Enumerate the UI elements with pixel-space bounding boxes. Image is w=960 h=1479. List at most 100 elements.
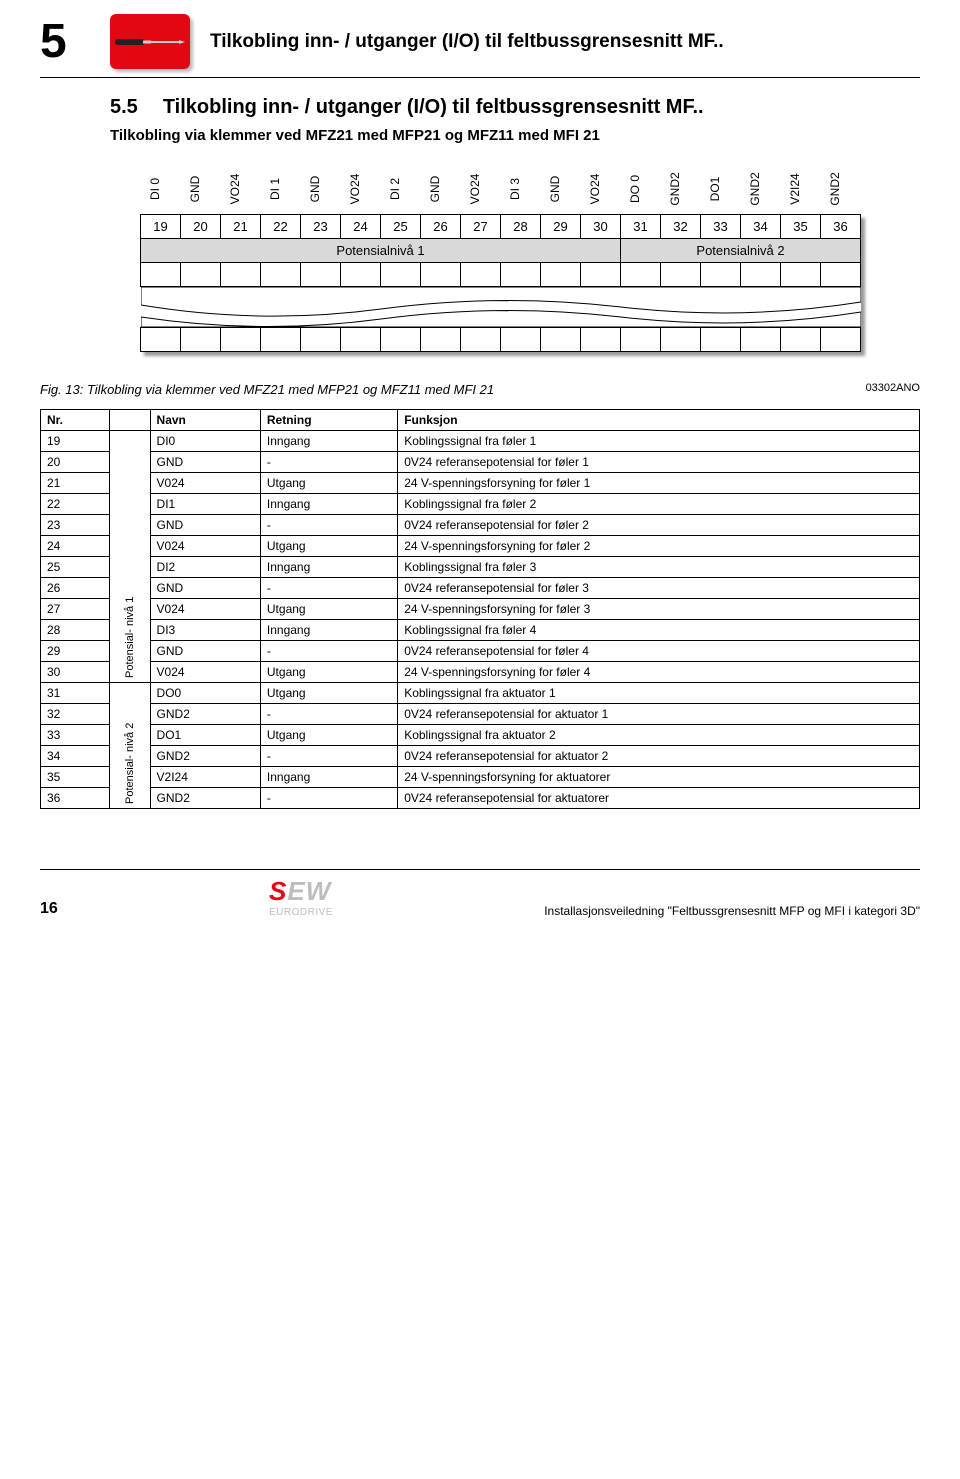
empty-cell [261,263,301,287]
cell-nr: 32 [41,704,110,725]
page-number: 16 [40,900,58,918]
empty-cell [541,328,581,352]
cell-function: 24 V-spenningsforsyning for føler 4 [398,662,920,683]
empty-cell [301,328,341,352]
pin-number: 35 [781,215,821,239]
pin-number: 19 [141,215,181,239]
cell-name: V024 [150,473,260,494]
cell-direction: Utgang [260,536,397,557]
cell-function: 24 V-spenningsforsyning for føler 3 [398,599,920,620]
pin-number: 20 [181,215,221,239]
pin-data-table: Nr.NavnRetningFunksjon 19Potensial- nivå… [40,409,920,809]
cell-function: Koblingssignal fra føler 4 [398,620,920,641]
table-row: 30V024Utgang24 V-spenningsforsyning for … [41,662,920,683]
footer-text: Installasjonsveiledning "Feltbussgrenses… [544,904,920,918]
cell-name: V2I24 [150,767,260,788]
empty-cell [221,328,261,352]
table-row: 23GND-0V24 referansepotensial for føler … [41,515,920,536]
pin-number: 34 [741,215,781,239]
pin-number: 33 [701,215,741,239]
table-row: 28DI3InngangKoblingssignal fra føler 4 [41,620,920,641]
empty-cell [541,263,581,287]
empty-cell [181,263,221,287]
empty-cell [421,263,461,287]
empty-cell [701,328,741,352]
cell-function: 0V24 referansepotensial for føler 3 [398,578,920,599]
pin-label: GND2 [815,169,865,209]
subsection-title: Tilkobling via klemmer ved MFZ21 med MFP… [110,127,920,144]
section-number: 5.5 [110,96,138,119]
cell-direction: - [260,641,397,662]
empty-cell [181,328,221,352]
logo-ew: EW [287,876,331,906]
cell-function: 0V24 referansepotensial for føler 1 [398,452,920,473]
sew-logo: SEW EURODRIVE [269,876,333,918]
pin-number: 26 [421,215,461,239]
cell-direction: - [260,515,397,536]
cell-nr: 23 [41,515,110,536]
cell-nr: 19 [41,431,110,452]
cell-name: DI3 [150,620,260,641]
cell-name: V024 [150,536,260,557]
empty-cell [381,263,421,287]
empty-cell [621,328,661,352]
cell-function: Koblingssignal fra aktuator 2 [398,725,920,746]
empty-cell [741,263,781,287]
table-row: 35V2I24Inngang24 V-spenningsforsyning fo… [41,767,920,788]
cell-direction: - [260,746,397,767]
empty-cell [781,328,821,352]
table-row: 24V024Utgang24 V-spenningsforsyning for … [41,536,920,557]
pin-number: 32 [661,215,701,239]
empty-cell [581,328,621,352]
empty-cell [301,263,341,287]
cell-name: GND2 [150,788,260,809]
cell-direction: Inngang [260,557,397,578]
cell-nr: 28 [41,620,110,641]
group-label-1: Potensial- nivå 1 [110,431,150,683]
column-header: Navn [150,410,260,431]
cell-direction: - [260,578,397,599]
table-row: 26 GND-0V24 referansepotensial for føler … [41,578,920,599]
empty-cell [221,263,261,287]
cell-function: 0V24 referansepotensial for aktuator 2 [398,746,920,767]
cell-direction: Utgang [260,662,397,683]
header-title: Tilkobling inn- / utganger (I/O) til fel… [210,31,724,53]
cell-nr: 21 [41,473,110,494]
cell-function: 0V24 referansepotensial for føler 2 [398,515,920,536]
terminal-table: 192021222324252627282930313233343536 Pot… [140,214,861,352]
cell-nr: 34 [41,746,110,767]
pin-number: 25 [381,215,421,239]
cell-function: 0V24 referansepotensial for aktuatorer [398,788,920,809]
cell-function: Koblingssignal fra føler 2 [398,494,920,515]
figure-code: 03302ANO [866,382,920,397]
cell-function: 0V24 referansepotensial for føler 4 [398,641,920,662]
table-row: 32GND2-0V24 referansepotensial for aktua… [41,704,920,725]
column-header: Nr. [41,410,110,431]
group-label-2: Potensial- nivå 2 [110,683,150,809]
cell-name: GND [150,578,260,599]
cell-nr: 26 [41,578,110,599]
empty-cell [381,328,421,352]
column-header: Retning [260,410,397,431]
section-title: Tilkobling inn- / utganger (I/O) til fel… [163,96,704,119]
table-row: 25DI2InngangKoblingssignal fra føler 3 [41,557,920,578]
pin-number: 21 [221,215,261,239]
cell-function: Koblingssignal fra aktuator 1 [398,683,920,704]
cell-name: GND [150,641,260,662]
cell-nr: 20 [41,452,110,473]
empty-cell [661,328,701,352]
cell-name: GND2 [150,704,260,725]
table-row: 27V024Utgang24 V-spenningsforsyning for … [41,599,920,620]
empty-cell [261,328,301,352]
figure-caption-row: Fig. 13: Tilkobling via klemmer ved MFZ2… [40,382,920,397]
cell-name: DI0 [150,431,260,452]
cell-name: DO1 [150,725,260,746]
cell-direction: Inngang [260,431,397,452]
cell-name: V024 [150,599,260,620]
table-row: 19Potensial- nivå 1DI0InngangKoblingssig… [41,431,920,452]
cell-nr: 22 [41,494,110,515]
cell-function: Koblingssignal fra føler 3 [398,557,920,578]
empty-cell [341,328,381,352]
cell-direction: Utgang [260,725,397,746]
logo-sub: EURODRIVE [269,907,333,918]
